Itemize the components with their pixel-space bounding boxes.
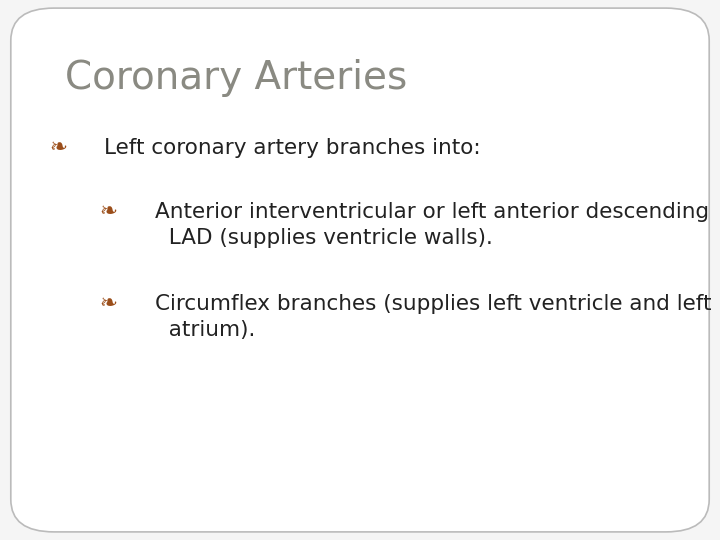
- Text: Left coronary artery branches into:: Left coronary artery branches into:: [104, 138, 481, 158]
- Text: ❧: ❧: [99, 202, 117, 222]
- FancyBboxPatch shape: [11, 8, 709, 532]
- Text: ❧: ❧: [49, 138, 67, 158]
- Text: Circumflex branches (supplies left ventricle and left
  atrium).: Circumflex branches (supplies left ventr…: [155, 294, 711, 340]
- Text: ❧: ❧: [99, 294, 117, 314]
- Text: Anterior interventricular or left anterior descending
  LAD (supplies ventricle : Anterior interventricular or left anteri…: [155, 202, 709, 248]
- Text: Coronary Arteries: Coronary Arteries: [65, 59, 407, 97]
